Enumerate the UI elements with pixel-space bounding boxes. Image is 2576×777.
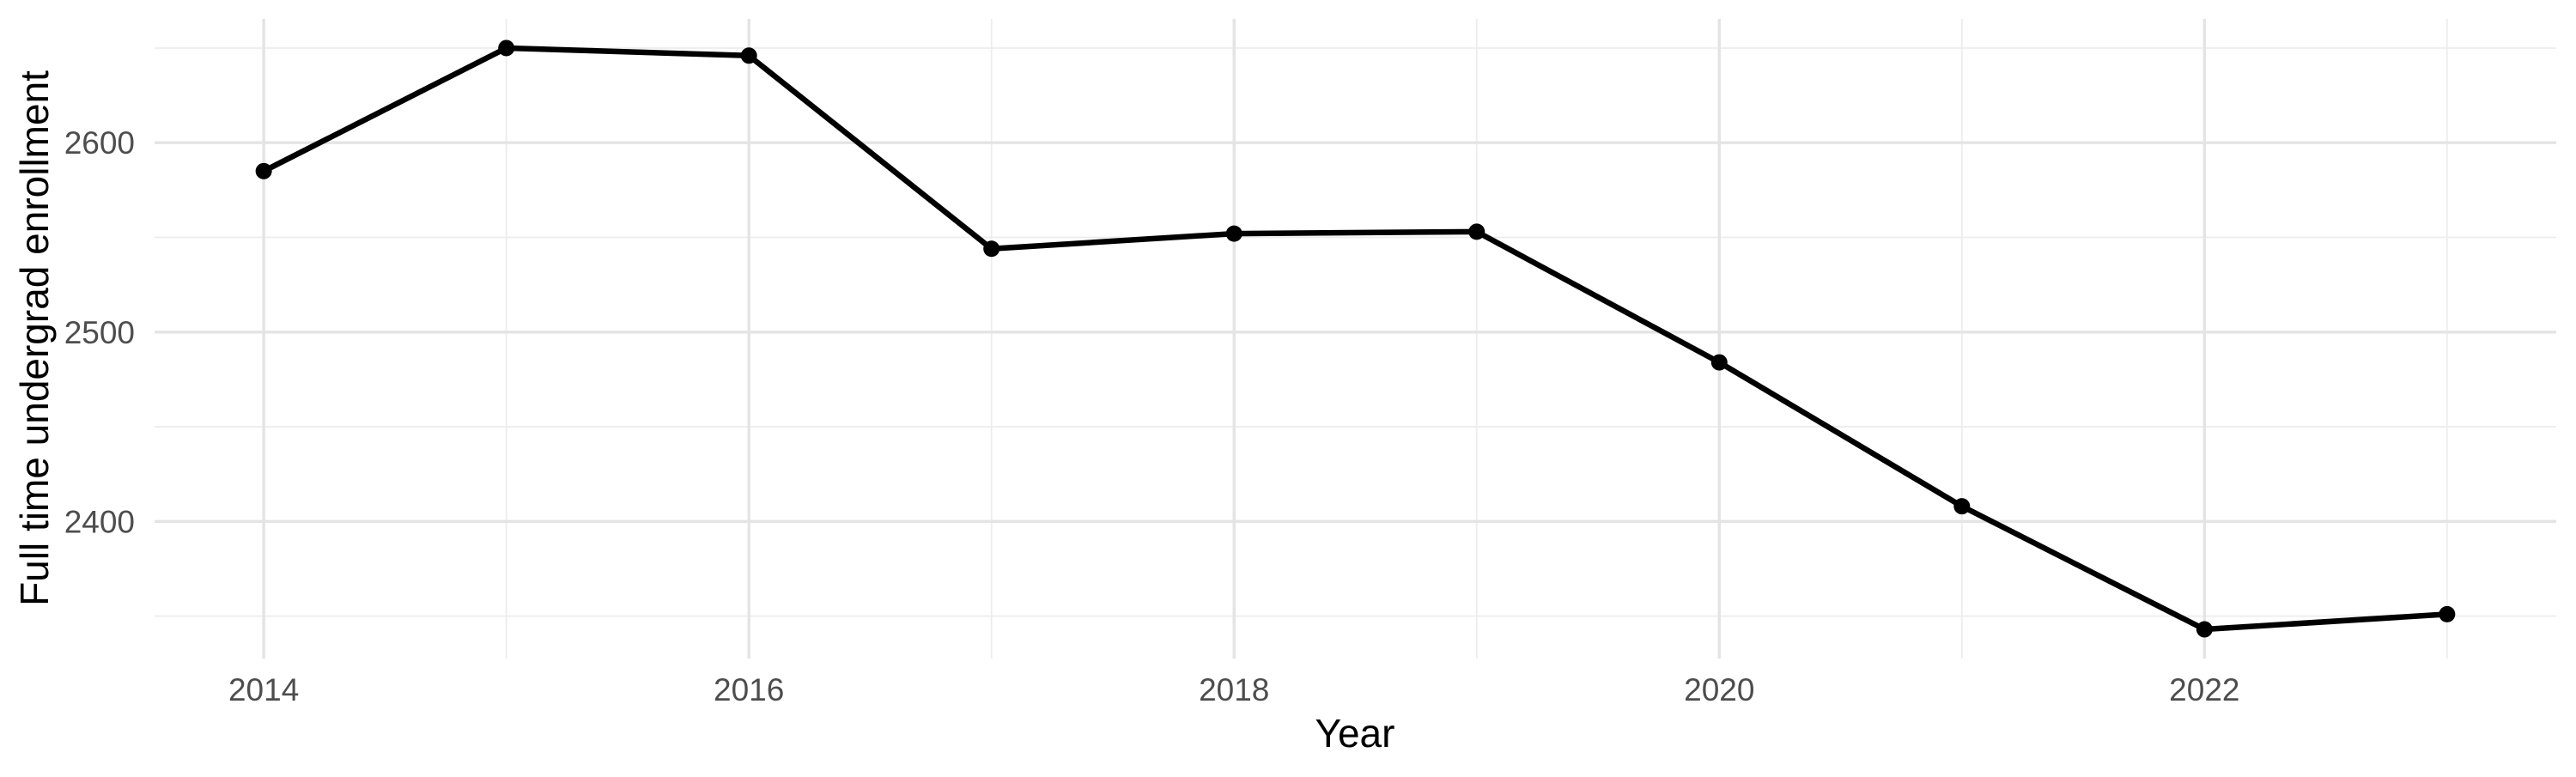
y-tick-label: 2600	[64, 125, 135, 161]
y-tick-label: 2400	[64, 504, 135, 539]
x-tick-label: 2020	[1684, 672, 1754, 707]
data-point	[1953, 498, 1971, 515]
x-tick-label: 2022	[2169, 672, 2239, 707]
x-axis-title: Year	[1315, 711, 1395, 756]
data-point	[1225, 225, 1242, 242]
x-tick-label: 2016	[714, 672, 784, 707]
series-line	[262, 45, 2448, 633]
data-point	[2196, 621, 2213, 638]
data-point	[255, 162, 272, 179]
data-point	[740, 47, 757, 64]
data-point	[983, 240, 1000, 258]
y-axis-title: Full time undergrad enrollment	[12, 70, 57, 606]
y-tick-label: 2500	[64, 315, 135, 350]
axis-tick-labels: 2400 2500 2600 2014 2016 2018 2020 2022	[64, 125, 2240, 707]
data-point	[1468, 223, 1485, 240]
data-point	[2439, 605, 2456, 622]
data-point	[1710, 354, 1728, 371]
data-series	[255, 39, 2456, 638]
x-tick-label: 2018	[1199, 672, 1269, 707]
gridlines-major	[155, 19, 2556, 659]
data-point	[498, 39, 515, 57]
x-tick-label: 2014	[228, 672, 299, 707]
gridlines-minor	[155, 19, 2556, 659]
